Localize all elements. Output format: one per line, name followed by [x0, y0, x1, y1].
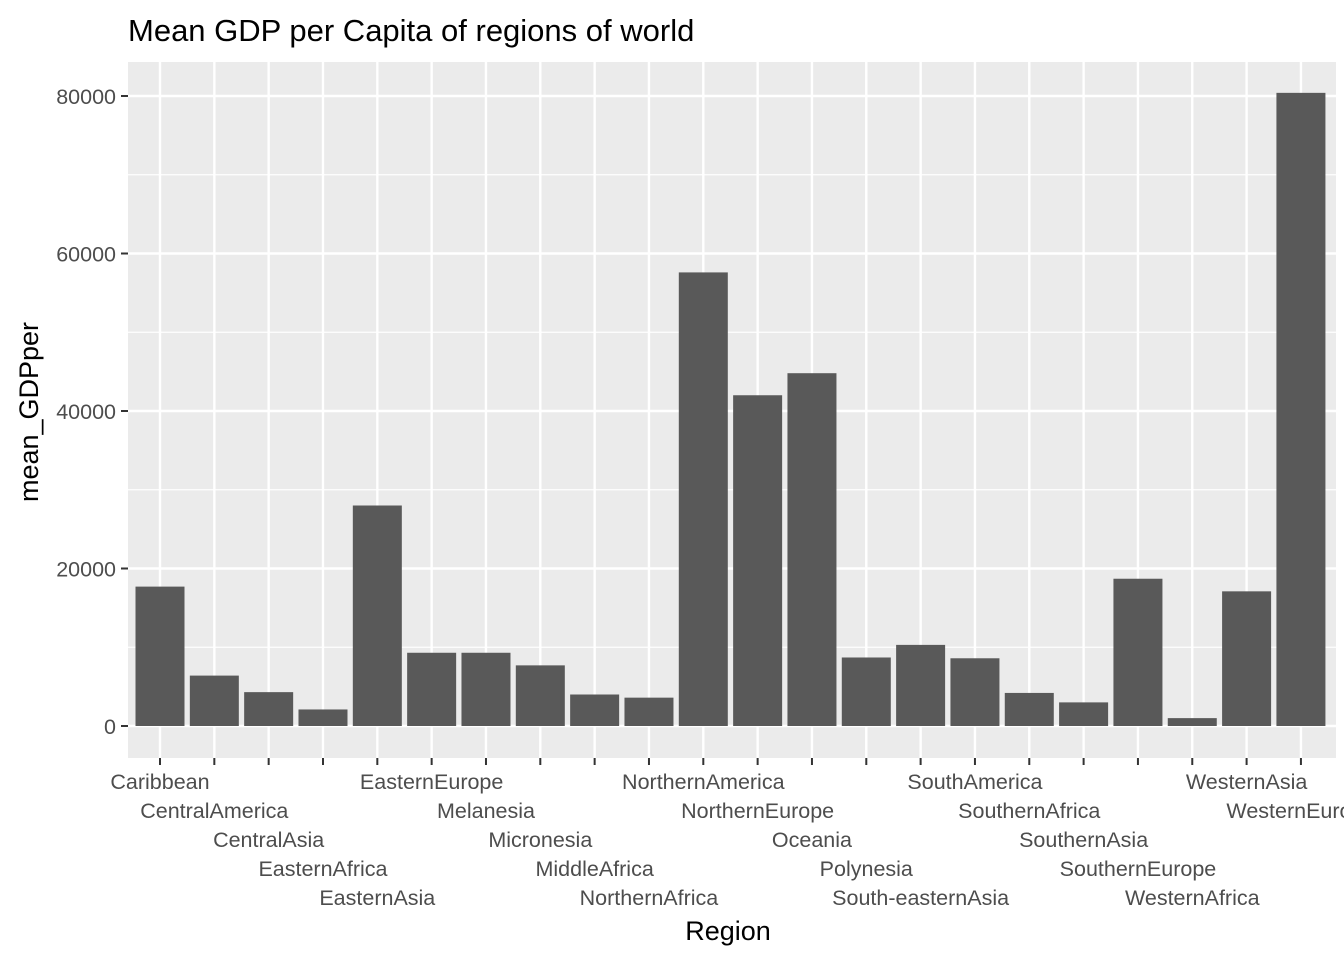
x-tick-label: SouthernAfrica	[958, 799, 1100, 823]
bar	[624, 697, 674, 726]
bar	[841, 657, 891, 726]
bar	[461, 652, 511, 726]
bar	[896, 644, 946, 726]
bar	[733, 395, 783, 726]
x-tick-label: SouthAmerica	[907, 770, 1042, 794]
bar	[1059, 702, 1109, 726]
x-axis: Caribbean CentralAmerica CentralAsia Easter…	[110, 758, 1344, 910]
x-axis-title: Region	[685, 916, 771, 946]
bar	[570, 694, 620, 726]
x-tick-label: NorthernAfrica	[580, 886, 719, 910]
bar	[1222, 591, 1272, 726]
y-tick-label: 20000	[56, 558, 116, 582]
x-tick-label: Oceania	[772, 828, 852, 852]
x-tick-label: WesternAfrica	[1125, 886, 1260, 910]
x-tick-label: Caribbean	[110, 770, 209, 794]
y-axis-title: mean_GDPper	[14, 322, 44, 502]
x-tick-label: EasternEurope	[360, 770, 503, 794]
y-tick-label: 0	[104, 715, 116, 739]
x-tick-label: SouthernEurope	[1060, 857, 1217, 881]
bar	[1167, 718, 1217, 726]
x-tick-label: CentralAsia	[213, 828, 324, 852]
chart-title: Mean GDP per Capita of regions of world	[128, 13, 694, 48]
x-tick-label: Polynesia	[820, 857, 913, 881]
bar	[135, 586, 185, 726]
bar	[189, 675, 239, 726]
bars-group	[135, 92, 1326, 727]
x-tick-label: EasternAfrica	[258, 857, 387, 881]
bar	[352, 505, 402, 726]
bar	[407, 652, 457, 726]
x-tick-label: NorthernAmerica	[622, 770, 785, 794]
x-tick-label: SouthernAsia	[1019, 828, 1148, 852]
x-tick-label: WesternEurope	[1226, 799, 1344, 823]
y-tick-label: 40000	[56, 400, 116, 424]
x-tick-label: EasternAsia	[319, 886, 435, 910]
x-tick-label: WesternAsia	[1186, 770, 1308, 794]
bar	[950, 658, 1000, 726]
x-tick-label: Micronesia	[488, 828, 592, 852]
x-tick-label: Melanesia	[437, 799, 535, 823]
bar	[515, 665, 565, 726]
x-tick-label: South-easternAsia	[832, 886, 1009, 910]
x-tick-label: NorthernEurope	[681, 799, 834, 823]
bar	[298, 709, 348, 726]
bar	[1113, 578, 1163, 726]
bar	[1276, 92, 1326, 727]
y-tick-label: 60000	[56, 243, 116, 267]
bar	[678, 272, 728, 726]
y-axis: 0 20000 40000 60000 80000	[56, 85, 128, 739]
y-tick-label: 80000	[56, 85, 116, 109]
x-tick-label: MiddleAfrica	[535, 857, 653, 881]
bar	[244, 692, 294, 726]
bar	[1004, 692, 1054, 726]
bar	[787, 373, 837, 726]
x-tick-label: CentralAmerica	[140, 799, 288, 823]
